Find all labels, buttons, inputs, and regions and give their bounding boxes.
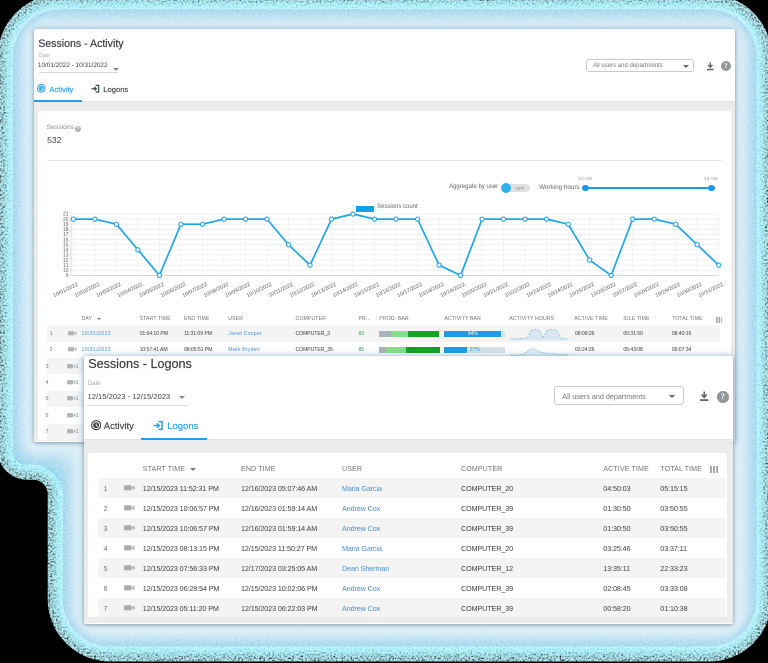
svg-text:15: 15 [63,242,69,248]
svg-text:10/31/2022: 10/31/2022 [698,282,725,299]
svg-text:18: 18 [63,227,69,233]
svg-text:17: 17 [63,232,69,238]
svg-text:14: 14 [63,248,69,254]
svg-text:16: 16 [63,237,69,243]
svg-text:13: 13 [63,253,69,259]
svg-text:11: 11 [63,263,68,269]
svg-text:19: 19 [63,222,69,228]
svg-text:21: 21 [63,212,69,218]
svg-text:9: 9 [66,273,69,279]
svg-text:10: 10 [63,268,69,274]
svg-text:20: 20 [63,217,69,223]
svg-text:12: 12 [63,258,69,264]
